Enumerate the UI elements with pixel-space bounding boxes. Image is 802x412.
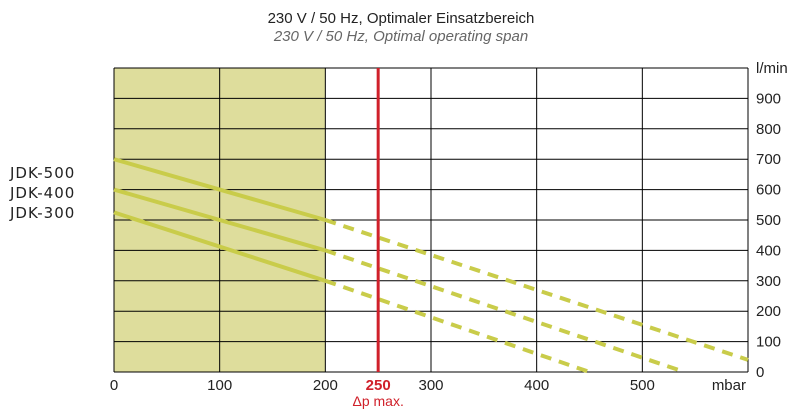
y-tick-label: 300 bbox=[756, 273, 781, 290]
series-line-solid-jdk-500 bbox=[113, 157, 326, 222]
max-pressure-label: Δp max. bbox=[352, 393, 403, 409]
y-tick-label: 800 bbox=[756, 121, 781, 138]
series-line-dashed-jdk-500 bbox=[324, 218, 749, 362]
x-tick-label: 400 bbox=[524, 377, 549, 394]
y-tick-label: 200 bbox=[756, 303, 781, 320]
series-label: JDK-500 bbox=[9, 164, 75, 182]
y-tick-label: 600 bbox=[756, 182, 781, 199]
series-label: JDK-400 bbox=[9, 184, 75, 202]
x-tick-label: 300 bbox=[418, 377, 443, 394]
y-tick-label: 700 bbox=[756, 151, 781, 168]
series-line-solid-jdk-400 bbox=[113, 187, 326, 253]
series-line-solid-jdk-300 bbox=[113, 210, 326, 283]
x-unit-label: mbar bbox=[712, 377, 746, 394]
y-unit-label: l/min bbox=[756, 60, 788, 77]
x-tick-label: 200 bbox=[313, 377, 338, 394]
chart-title: 230 V / 50 Hz, Optimaler Einsatzbereich bbox=[267, 10, 535, 27]
y-tick-label: 0 bbox=[756, 364, 764, 381]
y-tick-label: 100 bbox=[756, 334, 781, 351]
x-tick-label: 0 bbox=[110, 377, 118, 394]
max-pressure-tick-label: 250 bbox=[366, 377, 391, 394]
y-tick-label: 500 bbox=[756, 212, 781, 229]
y-tick-label: 400 bbox=[756, 242, 781, 259]
chart-subtitle: 230 V / 50 Hz, Optimal operating span bbox=[273, 28, 529, 45]
series-line-dashed-jdk-400 bbox=[324, 248, 686, 374]
x-tick-label: 500 bbox=[630, 377, 655, 394]
series-line-dashed-jdk-300 bbox=[324, 278, 591, 374]
y-tick-label: 900 bbox=[756, 90, 781, 107]
series-label: JDK-300 bbox=[9, 204, 75, 222]
x-tick-label: 100 bbox=[207, 377, 232, 394]
